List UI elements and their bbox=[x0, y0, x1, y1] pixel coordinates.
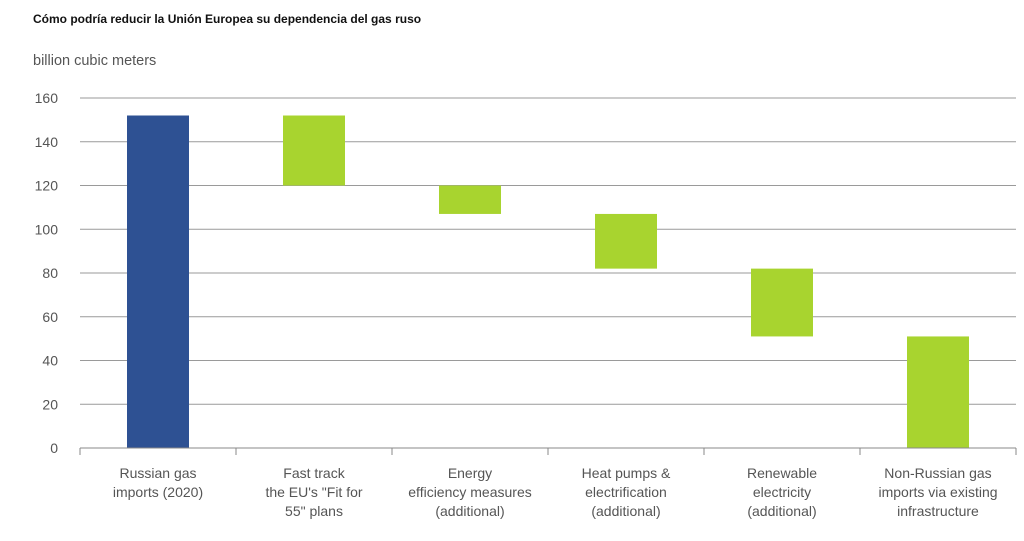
y-axis-unit-label: billion cubic meters bbox=[33, 53, 157, 69]
bar bbox=[283, 115, 345, 186]
x-category-label: imports (2020) bbox=[113, 484, 203, 500]
x-category-label: 55" plans bbox=[285, 503, 343, 519]
x-category-label: Fast track bbox=[283, 465, 345, 481]
y-axis-ticks: 0 20 40 60 80 100 120 140 160 bbox=[35, 90, 59, 456]
y-tick-label: 60 bbox=[42, 309, 58, 325]
x-category-label: (additional) bbox=[747, 503, 816, 519]
x-category-label: Energy bbox=[448, 465, 492, 481]
bar bbox=[751, 268, 813, 337]
bar bbox=[127, 115, 189, 448]
x-category-label: (additional) bbox=[591, 503, 660, 519]
x-category-label: efficiency measures bbox=[408, 484, 531, 500]
y-tick-label: 20 bbox=[42, 396, 58, 412]
bar bbox=[439, 185, 501, 214]
y-tick-label: 40 bbox=[42, 353, 58, 369]
gridlines bbox=[80, 97, 1016, 405]
x-category-label: imports via existing bbox=[878, 484, 997, 500]
y-tick-label: 100 bbox=[35, 221, 59, 237]
y-tick-label: 120 bbox=[35, 178, 59, 194]
chart-title: Cómo podría reducir la Unión Europea su … bbox=[33, 12, 422, 26]
x-category-label: infrastructure bbox=[897, 503, 979, 519]
x-category-label: Renewable bbox=[747, 465, 817, 481]
y-tick-label: 160 bbox=[35, 90, 59, 106]
y-tick-label: 80 bbox=[42, 265, 58, 281]
y-tick-label: 140 bbox=[35, 134, 59, 150]
x-category-label: Heat pumps & bbox=[582, 465, 671, 481]
x-category-label: electricity bbox=[753, 484, 811, 500]
y-tick-label: 0 bbox=[50, 440, 58, 456]
x-category-label: Russian gas bbox=[119, 465, 196, 481]
bars bbox=[127, 115, 969, 448]
x-axis bbox=[79, 447, 1017, 455]
x-category-label: the EU's "Fit for bbox=[265, 484, 362, 500]
category-labels: Russian gas imports (2020) Fast track the E… bbox=[113, 465, 998, 519]
bar bbox=[595, 213, 657, 269]
x-category-label: electrification bbox=[585, 484, 667, 500]
x-category-label: (additional) bbox=[435, 503, 504, 519]
x-category-label: Non-Russian gas bbox=[884, 465, 991, 481]
bar bbox=[907, 336, 969, 448]
